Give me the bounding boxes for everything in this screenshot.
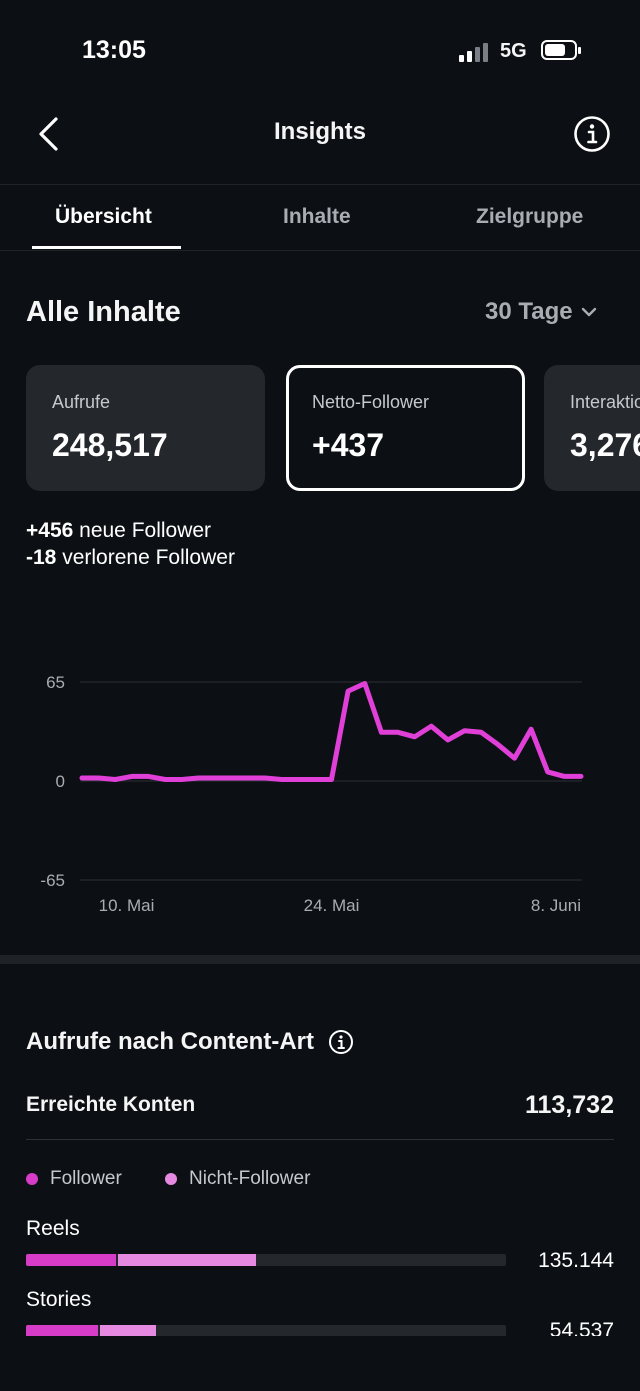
- y-tick-label: 65: [46, 673, 65, 692]
- back-button[interactable]: [36, 116, 66, 152]
- tab-audience[interactable]: Zielgruppe: [476, 205, 584, 228]
- x-tick-label: 24. Mai: [304, 896, 360, 915]
- bar-segment-followers: [26, 1325, 98, 1337]
- section-title: Alle Inhalte: [26, 296, 181, 328]
- metric-value: 248,517: [52, 427, 168, 463]
- bar-label-reels: Reels: [26, 1217, 80, 1240]
- x-tick-label: 8. Juni: [531, 896, 581, 915]
- status-time: 13:05: [82, 36, 146, 64]
- metric-label: Aufrufe: [52, 392, 111, 412]
- bar-segment-non-followers: [100, 1325, 156, 1337]
- period-label: 30 Tage: [485, 298, 573, 325]
- legend-followers: Follower: [26, 1168, 122, 1190]
- bar-segment-followers: [26, 1254, 117, 1266]
- battery-icon: [541, 40, 581, 60]
- content-type-title: Aufrufe nach Content-Art: [26, 1028, 314, 1055]
- active-tab-indicator: [32, 246, 181, 249]
- legend-label: Nicht-Follower: [189, 1168, 311, 1189]
- info-icon: [574, 116, 610, 152]
- metric-label: Interaktionen: [570, 392, 640, 412]
- legend-non-followers: Nicht-Follower: [165, 1168, 310, 1190]
- tab-content[interactable]: Inhalte: [283, 205, 351, 228]
- period-selector[interactable]: 30 Tage: [485, 298, 597, 326]
- metric-value: +437: [312, 427, 385, 463]
- bar-label-stories: Stories: [26, 1288, 92, 1311]
- chevron-down-icon: [581, 307, 596, 317]
- divider: [26, 1139, 614, 1140]
- new-followers-line: +456 neue Follower: [26, 519, 211, 543]
- metric-card-interactions[interactable]: Interaktionen 3,276: [544, 365, 640, 491]
- metric-card-net-followers[interactable]: Netto-Follower +437: [286, 365, 525, 491]
- info-button[interactable]: [573, 115, 611, 153]
- network-type: 5G: [500, 40, 527, 62]
- bar-reels: [26, 1254, 506, 1266]
- tab-bar: Übersicht Inhalte Zielgruppe: [0, 184, 640, 251]
- bar-segment-non-followers: [118, 1254, 257, 1266]
- y-tick-label: -65: [40, 871, 65, 890]
- legend-dot: [26, 1173, 38, 1185]
- new-followers-label: neue Follower: [73, 519, 212, 542]
- bar-stories: [26, 1325, 506, 1337]
- series-line: [79, 681, 584, 782]
- followers-line-chart: 65 0 -65 10. Mai 24. Mai 8. Juni: [40, 673, 584, 915]
- y-tick-label: 0: [56, 772, 65, 791]
- scroll-cutoff: [0, 1336, 640, 1391]
- signal-icon: [459, 40, 488, 62]
- reach-label: Erreichte Konten: [26, 1093, 196, 1116]
- metric-card-views[interactable]: Aufrufe 248,517: [26, 365, 265, 491]
- tab-overview[interactable]: Übersicht: [55, 205, 152, 228]
- legend-label: Follower: [50, 1168, 122, 1189]
- chevron-left-icon: [39, 117, 58, 151]
- lost-followers-line: -18 verlorene Follower: [26, 546, 235, 570]
- card-clip: Interaktionen 3,276: [544, 365, 640, 491]
- legend-dot: [165, 1173, 177, 1185]
- section-divider: [0, 955, 640, 964]
- metric-label: Netto-Follower: [312, 392, 430, 412]
- metric-value: 3,276: [570, 427, 640, 463]
- bar-value-reels: 135.144: [538, 1249, 614, 1272]
- new-followers-value: +456: [26, 519, 74, 542]
- reach-value: 113,732: [525, 1091, 614, 1119]
- x-tick-label: 10. Mai: [99, 896, 155, 915]
- content-type-heading: Aufrufe nach Content-Art: [26, 1028, 354, 1056]
- lost-followers-value: -18: [26, 546, 57, 569]
- page-title: Insights: [273, 118, 366, 145]
- lost-followers-label: verlorene Follower: [56, 546, 235, 569]
- info-icon[interactable]: [328, 1029, 354, 1055]
